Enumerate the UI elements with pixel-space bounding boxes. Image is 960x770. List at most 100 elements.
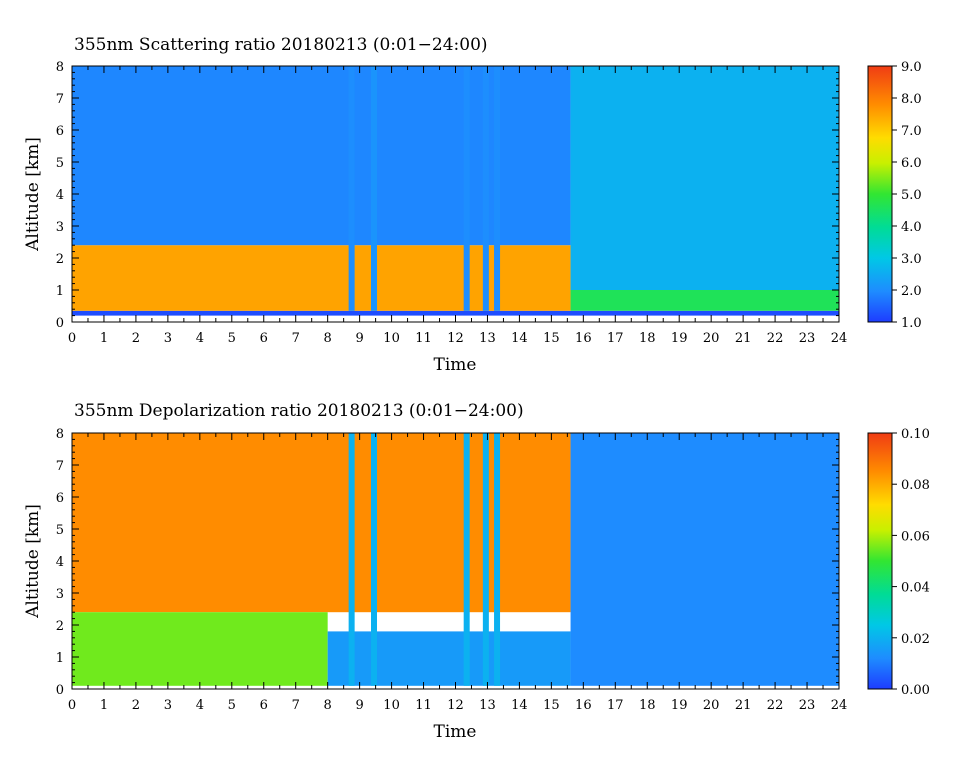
colorbar-ticks: 0.00 0.02 0.04 0.06 0.08 0.10 — [892, 427, 930, 698]
x-tick-label: 16 — [575, 331, 592, 346]
x-tick-label: 12 — [447, 698, 464, 713]
y-tick-label: 8 — [56, 60, 64, 75]
x-tick-label: 21 — [735, 331, 752, 346]
x-tick-label: 4 — [196, 698, 204, 713]
x-tick-label: 3 — [164, 698, 172, 713]
y-axis-ticks: 0 1 2 3 4 5 6 7 8 — [56, 60, 839, 331]
y-axis-label: Altitude [km] — [23, 137, 43, 252]
x-tick-label: 17 — [607, 331, 624, 346]
x-tick-label: 20 — [703, 331, 720, 346]
y-tick-label: 6 — [56, 124, 64, 139]
heatmap-region-0 — [72, 310, 839, 316]
x-tick-label: 1 — [100, 331, 108, 346]
y-tick-label: 4 — [56, 555, 64, 570]
x-tick-label: 7 — [292, 331, 300, 346]
x-tick-label: 8 — [324, 698, 332, 713]
colorbar-tick-label: 6.0 — [901, 156, 922, 171]
x-tick-label: 13 — [479, 331, 496, 346]
x-tick-label: 4 — [196, 331, 204, 346]
y-tick-label: 0 — [56, 683, 64, 698]
heatmap-area — [72, 433, 839, 686]
x-tick-label: 16 — [575, 698, 592, 713]
colorbar — [867, 432, 893, 690]
heatmap-column-1 — [371, 66, 378, 311]
heatmap-column-2 — [463, 433, 470, 686]
chart-title: 355nm Scattering ratio 20180213 (0:01−24… — [74, 35, 488, 55]
heatmap-region-2 — [327, 631, 571, 686]
x-tick-label: 15 — [543, 331, 560, 346]
chart-scattering-ratio: 355nm Scattering ratio 20180213 (0:01−24… — [23, 35, 922, 375]
x-tick-label: 3 — [164, 331, 172, 346]
x-tick-label: 23 — [799, 331, 816, 346]
heatmap-column-4 — [494, 433, 501, 686]
y-tick-label: 7 — [56, 92, 64, 107]
colorbar-tick-label: 0.08 — [901, 478, 930, 493]
x-tick-label: 14 — [511, 698, 528, 713]
x-tick-label: 6 — [260, 698, 268, 713]
chart-depolarization-ratio: 355nm Depolarization ratio 20180213 (0:0… — [23, 401, 930, 742]
colorbar-ticks: 1.0 2.0 3.0 4.0 5.0 6.0 7.0 8.0 9.0 — [892, 60, 922, 331]
y-tick-label: 7 — [56, 459, 64, 474]
x-tick-label: 5 — [228, 698, 236, 713]
heatmap-column-3 — [482, 433, 489, 686]
x-tick-label: 11 — [415, 331, 432, 346]
heatmap-column-2 — [463, 66, 470, 311]
x-tick-label: 19 — [671, 698, 688, 713]
heatmap-column-0 — [348, 66, 355, 311]
x-axis-ticks: 0 1 2 3 4 5 6 7 8 9 10 11 12 13 14 15 16 17 18 19 20 21 22 23 24 — [68, 433, 847, 713]
x-tick-label: 24 — [831, 331, 848, 346]
y-tick-label: 3 — [56, 220, 64, 235]
x-tick-label: 22 — [767, 698, 784, 713]
x-tick-label: 23 — [799, 698, 816, 713]
x-tick-label: 1 — [100, 698, 108, 713]
y-tick-label: 3 — [56, 587, 64, 602]
x-tick-label: 22 — [767, 331, 784, 346]
colorbar-tick-label: 7.0 — [901, 124, 922, 139]
x-tick-label: 9 — [355, 698, 363, 713]
y-tick-label: 8 — [56, 427, 64, 442]
colorbar-tick-label: 3.0 — [901, 252, 922, 267]
heatmap-region-3 — [570, 433, 839, 686]
y-tick-label: 1 — [56, 284, 64, 299]
y-tick-label: 5 — [56, 523, 64, 538]
heatmap-column-3 — [482, 66, 489, 311]
colorbar-tick-label: 8.0 — [901, 92, 922, 107]
x-tick-label: 7 — [292, 698, 300, 713]
heatmap-area — [72, 66, 839, 316]
x-axis-ticks: 0 1 2 3 4 5 6 7 8 9 10 11 12 13 14 15 16 17 18 19 20 21 22 23 24 — [68, 66, 847, 346]
x-tick-label: 15 — [543, 698, 560, 713]
x-axis-label: Time — [434, 722, 477, 742]
heatmap-column-0 — [348, 433, 355, 686]
heatmap-region-1 — [72, 612, 328, 686]
x-tick-label: 2 — [132, 331, 140, 346]
colorbar-tick-label: 2.0 — [901, 284, 922, 299]
x-tick-label: 13 — [479, 698, 496, 713]
x-tick-label: 14 — [511, 331, 528, 346]
colorbar-tick-label: 0.02 — [901, 632, 930, 647]
heatmap-region-3 — [570, 290, 839, 311]
heatmap-column-1 — [371, 433, 378, 686]
colorbar-tick-label: 0.06 — [901, 529, 930, 544]
heatmap-column-4 — [494, 66, 501, 311]
colorbar-tick-label: 0.00 — [901, 683, 930, 698]
colorbar-tick-label: 4.0 — [901, 220, 922, 235]
x-axis-label: Time — [434, 355, 477, 375]
y-axis-label: Altitude [km] — [23, 504, 43, 619]
colorbar-tick-label: 5.0 — [901, 188, 922, 203]
x-tick-label: 0 — [68, 331, 76, 346]
colorbar-tick-label: 0.04 — [901, 581, 930, 596]
x-tick-label: 20 — [703, 698, 720, 713]
x-tick-label: 18 — [639, 698, 656, 713]
x-tick-label: 6 — [260, 331, 268, 346]
colorbar-tick-label: 1.0 — [901, 316, 922, 331]
x-tick-label: 18 — [639, 331, 656, 346]
y-tick-label: 0 — [56, 316, 64, 331]
colorbar — [867, 65, 893, 323]
x-tick-label: 10 — [383, 331, 400, 346]
colorbar-tick-label: 0.10 — [901, 427, 930, 442]
y-tick-label: 2 — [56, 252, 64, 267]
x-tick-label: 10 — [383, 698, 400, 713]
x-tick-label: 24 — [831, 698, 848, 713]
x-tick-label: 21 — [735, 698, 752, 713]
x-tick-label: 0 — [68, 698, 76, 713]
